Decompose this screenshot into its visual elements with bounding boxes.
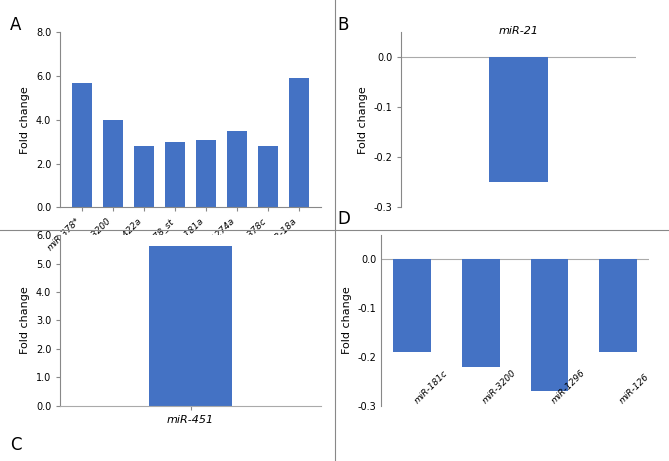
Y-axis label: Fold change: Fold change xyxy=(20,86,30,154)
Text: A: A xyxy=(10,16,21,34)
Y-axis label: Fold change: Fold change xyxy=(342,287,352,354)
Text: D: D xyxy=(338,210,351,228)
Bar xyxy=(196,140,216,207)
Bar xyxy=(489,57,548,183)
Bar xyxy=(599,260,637,352)
Text: C: C xyxy=(10,436,21,454)
Text: miR-1296: miR-1296 xyxy=(549,368,587,405)
Y-axis label: Fold change: Fold change xyxy=(358,86,368,154)
Text: miR-3200: miR-3200 xyxy=(481,368,518,405)
Bar xyxy=(72,83,92,207)
Text: miR-126: miR-126 xyxy=(618,372,651,405)
Bar xyxy=(134,146,155,207)
Text: B: B xyxy=(338,16,349,34)
Text: miR-181c: miR-181c xyxy=(412,368,449,405)
Bar xyxy=(393,260,432,352)
Bar xyxy=(149,247,232,406)
Bar xyxy=(258,146,278,207)
Text: miR-21: miR-21 xyxy=(498,26,539,36)
Bar xyxy=(227,131,248,207)
Bar xyxy=(531,260,568,391)
Bar xyxy=(103,120,123,207)
Bar xyxy=(165,142,185,207)
Y-axis label: Fold change: Fold change xyxy=(20,287,30,354)
Bar xyxy=(289,78,309,207)
Bar xyxy=(462,260,500,366)
